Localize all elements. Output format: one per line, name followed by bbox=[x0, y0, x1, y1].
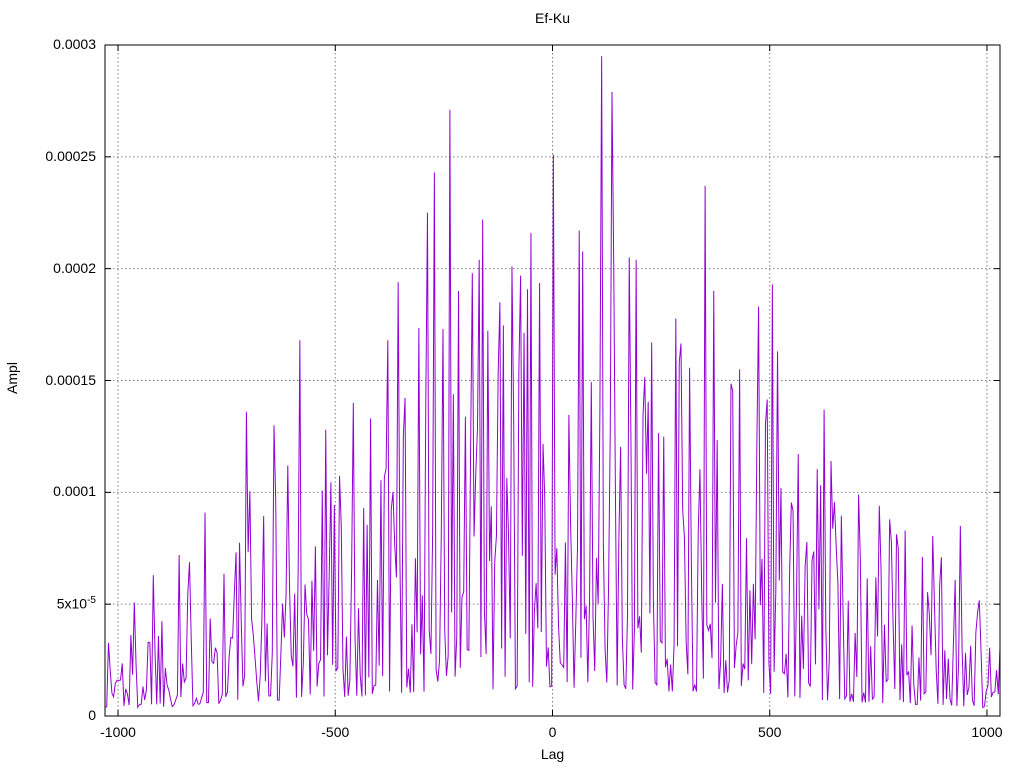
x-tick-label: 1000 bbox=[971, 724, 1003, 740]
gridlines bbox=[105, 45, 1000, 716]
y-tick-label: 5x10-5 bbox=[56, 595, 96, 612]
y-tick-label: 0 bbox=[88, 707, 96, 723]
chart-title: Ef-Ku bbox=[534, 10, 570, 26]
x-tick-label: -500 bbox=[321, 724, 350, 740]
y-tick-label: 0.0002 bbox=[53, 259, 96, 276]
axis-ticks bbox=[105, 44, 1000, 717]
y-tick-label: 0.00025 bbox=[45, 147, 96, 164]
y-tick-label: 0.0001 bbox=[53, 483, 96, 500]
y-tick-label: 0.00015 bbox=[45, 371, 96, 388]
x-tick-label: 500 bbox=[758, 724, 782, 740]
x-axis-label: Lag bbox=[540, 746, 565, 762]
x-tick-label: 0 bbox=[548, 724, 557, 740]
y-tick-label: 0.0003 bbox=[53, 36, 96, 52]
x-tick-label: -1000 bbox=[100, 724, 136, 740]
series-line bbox=[105, 56, 1000, 710]
data-series bbox=[105, 56, 1000, 710]
